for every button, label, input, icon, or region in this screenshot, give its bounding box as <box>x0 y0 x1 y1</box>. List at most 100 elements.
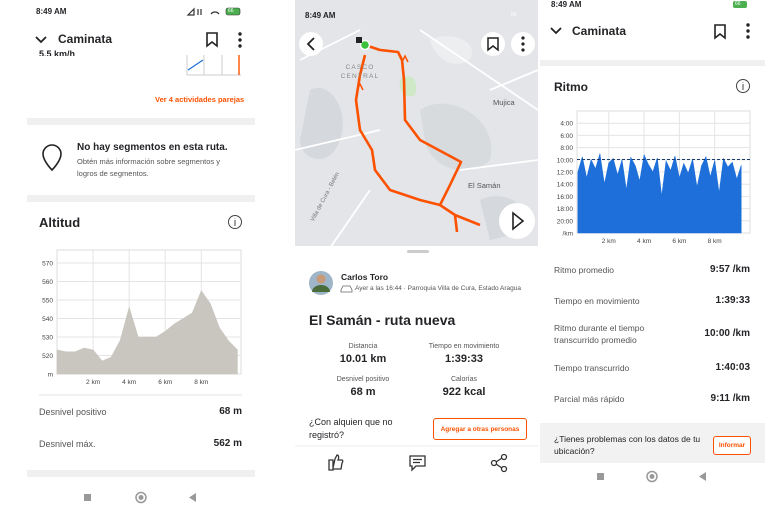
stat-value: 1:39:33 <box>715 295 750 306</box>
separator <box>540 60 765 66</box>
comment-icon[interactable] <box>409 455 426 472</box>
kudos-icon[interactable] <box>328 454 344 471</box>
stat-label: Ritmo promedio <box>554 265 614 275</box>
separator <box>27 470 255 477</box>
section-title: Altitud <box>39 215 81 230</box>
more-icon[interactable] <box>746 23 750 39</box>
tag-prompt: ¿Con alquien que no registró? <box>309 417 393 440</box>
x-tick-label: 6 km <box>158 379 172 386</box>
x-tick-label: 8 km <box>708 238 722 245</box>
more-icon[interactable] <box>238 32 242 48</box>
battery: 66 <box>228 7 234 14</box>
stat-value: 1:39:33 <box>445 353 483 365</box>
x-tick-label: 6 km <box>672 238 686 245</box>
y-tick-label: 8:00 <box>560 145 573 152</box>
map-back-button[interactable] <box>299 32 323 56</box>
speed-chart-fragment <box>186 55 241 76</box>
similar-link[interactable]: Ver 4 actividades parejas <box>155 95 245 104</box>
y-tick-label: 6:00 <box>560 133 573 140</box>
y-tick-label: 530 <box>42 334 53 341</box>
pin-icon <box>42 144 62 172</box>
sheet <box>295 246 538 511</box>
y-tick-label: 18:00 <box>557 206 574 213</box>
info-icon[interactable] <box>736 79 750 93</box>
stat-value: 9:11 /km <box>710 393 750 404</box>
stat-value: 1:40:03 <box>715 362 750 373</box>
y-axis-label: m <box>48 372 53 379</box>
stat-label: Desnivel máx. <box>39 439 96 449</box>
area <box>577 153 742 234</box>
stat-label: Ritmo durante el tiempo transcurrido pro… <box>554 323 645 345</box>
stat-label: Distancia <box>348 343 378 350</box>
x-tick-label: 2 km <box>86 379 100 386</box>
y-tick-label: 14:00 <box>557 182 574 189</box>
y-tick-label: 20:00 <box>557 218 574 225</box>
info-icon[interactable] <box>228 215 242 229</box>
battery: 66 <box>735 0 741 7</box>
stat-label: Desnivel positivo <box>39 407 107 417</box>
y-tick-label: 10:00 <box>557 157 574 164</box>
speed-partial: 5.5 km/h <box>39 49 76 56</box>
stat-value: 68 m <box>350 386 376 398</box>
x-tick-label: 4 km <box>637 238 651 245</box>
play-button[interactable] <box>499 203 535 239</box>
bookmark-icon[interactable] <box>714 24 726 40</box>
y-tick-label: 12:00 <box>557 170 574 177</box>
map-label: CASCO CENTRAL <box>340 64 380 80</box>
stat-label: Tiempo en movimiento <box>428 343 500 350</box>
y-tick-label: 570 <box>42 260 53 267</box>
section-title: Ritmo <box>554 80 588 94</box>
activity-meta: Ayer a las 16:44 · Parroquia Villa de Cu… <box>355 285 521 292</box>
athlete-name[interactable]: Carlos Toro <box>341 272 389 282</box>
share-icon[interactable] <box>490 453 508 473</box>
y-tick-label: 560 <box>42 279 53 286</box>
status-time: 8:49 AM <box>36 7 67 16</box>
y-axis-label: /km <box>563 231 573 238</box>
sheet-handle[interactable] <box>407 250 429 253</box>
y-tick-label: 16:00 <box>557 194 574 201</box>
stat-value: 9:57 /km <box>709 264 750 275</box>
stat-value: 562 m <box>213 438 242 449</box>
stat-label: Desnivel positivo <box>336 376 390 383</box>
battery: 66 <box>511 11 517 18</box>
stat-value: 922 kcal <box>442 386 486 398</box>
bookmark-icon[interactable] <box>206 32 218 48</box>
map-label: El Samán <box>468 181 501 190</box>
map-label: Mujica <box>493 98 515 107</box>
stat-value: 68 m <box>219 406 242 417</box>
car-icon <box>340 285 353 293</box>
separator <box>27 195 255 202</box>
y-tick-label: 4:00 <box>560 121 573 128</box>
problem-text: ¿Tienes problemas con los datos de tu ub… <box>554 434 701 456</box>
map-bookmark-button[interactable] <box>481 32 505 56</box>
stat-label: Tiempo transcurrido <box>554 363 630 373</box>
segments-text: Obtén más información sobre segmentos y … <box>77 157 220 178</box>
charts: 520 530 540 550 560 570 2 km 4 km 6 km 8 km m 4:00 6… <box>42 110 751 386</box>
stat-label: Parcial más rápido <box>554 394 625 404</box>
avatar[interactable] <box>309 271 333 295</box>
screen-title: Caminata <box>58 32 113 46</box>
problem-button[interactable]: Informar <box>713 436 751 455</box>
segments-title: No hay segmentos en esta ruta. <box>77 142 228 153</box>
separator <box>27 118 255 125</box>
area <box>56 290 238 375</box>
tag-button[interactable]: Agregar a otras personas <box>433 418 527 440</box>
status-time: 8:49 AM <box>551 0 582 9</box>
nav-bar <box>84 491 196 504</box>
stat-label: Tiempo en movimiento <box>554 296 640 306</box>
x-tick-label: 4 km <box>122 379 136 386</box>
y-tick-label: 540 <box>42 316 53 323</box>
status-time: 8:49 AM <box>305 11 336 20</box>
back-chevron[interactable] <box>550 27 562 35</box>
stat-value: 10:00 /km <box>704 328 750 339</box>
status-icons <box>733 1 747 8</box>
x-tick-label: 8 km <box>194 379 208 386</box>
stat-value: 10.01 km <box>339 353 387 365</box>
map-more-button[interactable] <box>511 32 535 56</box>
back-chevron[interactable] <box>35 36 47 44</box>
screen-title: Caminata <box>572 24 627 38</box>
stat-label: Calorías <box>450 376 478 383</box>
nav-bar <box>597 470 706 483</box>
